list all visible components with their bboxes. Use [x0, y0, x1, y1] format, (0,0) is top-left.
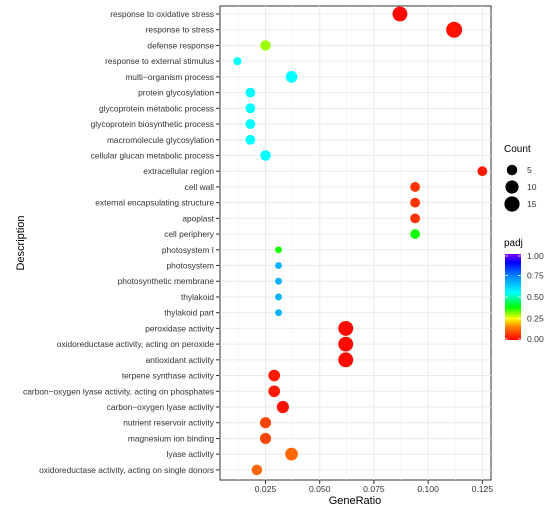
size-legend-label: 15 — [527, 199, 537, 209]
color-legend-bar — [505, 254, 521, 340]
data-point — [275, 246, 282, 254]
size-legend-dot — [505, 180, 519, 194]
size-legend: Count 5 10 15 — [504, 144, 537, 212]
y-tick-label: cell periphery — [164, 229, 215, 239]
data-point — [392, 6, 408, 22]
y-tick-label: oxidoreductase activity, acting on perox… — [57, 339, 215, 349]
data-point — [276, 400, 289, 414]
x-tick-label: 0.075 — [363, 484, 385, 494]
y-tick-label: carbon−oxygen lyase activity — [107, 402, 215, 412]
y-tick-label: terpene synthase activity — [122, 371, 215, 381]
y-tick-label: photosystem — [167, 261, 215, 271]
data-point — [245, 87, 256, 98]
y-tick-label: protein glycosylation — [138, 88, 214, 98]
data-point — [338, 352, 354, 368]
y-tick-label: response to stress — [146, 25, 214, 35]
data-point — [338, 320, 354, 336]
color-legend-title: padj — [504, 238, 523, 249]
data-point — [259, 432, 272, 444]
y-tick-label: photosynthetic membrane — [118, 276, 215, 286]
x-tick-label: 0.025 — [255, 484, 277, 494]
size-legend-title: Count — [504, 144, 531, 155]
data-point — [285, 447, 298, 461]
y-axis-ticks: response to oxidative stress response to … — [23, 9, 220, 475]
y-tick-label: response to oxidative stress — [110, 9, 214, 19]
data-point — [410, 229, 421, 239]
data-point — [338, 336, 354, 352]
x-tick-label: 0.100 — [417, 484, 439, 494]
y-tick-label: extracellular region — [143, 166, 214, 176]
data-point — [275, 293, 282, 301]
data-point — [275, 262, 282, 269]
data-point — [446, 21, 463, 38]
y-tick-label: external encapsulating structure — [95, 198, 214, 208]
grid-lines — [220, 6, 491, 480]
y-tick-label: glycoprotein biosynthetic process — [91, 119, 214, 129]
size-legend-label: 10 — [527, 182, 537, 192]
data-point — [410, 182, 421, 192]
y-tick-label: nutrient reservoir activity — [123, 418, 215, 428]
y-tick-label: oxidoreductase activity, acting on singl… — [39, 465, 214, 475]
y-tick-label: response to external stimulus — [105, 56, 214, 66]
y-tick-label: carbon−oxygen lyase activity, acting on … — [23, 386, 214, 396]
data-point — [251, 464, 263, 476]
y-tick-label: thylakoid — [181, 292, 214, 302]
color-legend: padj 1.00 0.75 0.50 0.25 0.00 — [504, 238, 544, 344]
color-legend-label: 0.75 — [527, 271, 544, 281]
data-point — [260, 40, 271, 51]
data-point — [245, 134, 256, 145]
size-legend-dot — [504, 196, 520, 212]
y-tick-label: apoplast — [182, 213, 214, 223]
data-point — [410, 197, 421, 208]
y-tick-label: defense response — [147, 40, 214, 50]
data-point — [275, 277, 282, 285]
y-tick-label: cell wall — [185, 182, 214, 192]
color-legend-label: 0.00 — [527, 334, 544, 344]
data-point — [245, 119, 256, 129]
color-legend-label: 0.50 — [527, 292, 544, 302]
y-tick-label: antioxidant activity — [146, 355, 215, 365]
y-axis-title: Description — [15, 215, 27, 270]
data-point — [477, 166, 488, 177]
size-legend-label: 5 — [527, 165, 532, 175]
y-tick-label: magnesium ion binding — [128, 433, 214, 443]
y-tick-label: macromolecule glycosylation — [107, 135, 214, 145]
y-tick-label: photosystem I — [162, 245, 214, 255]
color-legend-label: 1.00 — [527, 251, 544, 261]
data-point — [268, 385, 281, 398]
data-points — [233, 6, 488, 476]
data-point — [268, 369, 281, 382]
color-legend-label: 0.25 — [527, 314, 544, 324]
y-tick-label: cellular glucan metabolic process — [91, 150, 214, 160]
data-point — [245, 103, 256, 114]
data-point — [233, 57, 242, 66]
data-point — [259, 417, 272, 429]
size-legend-dot — [506, 164, 518, 176]
y-tick-label: glycoprotein metabolic process — [99, 103, 214, 113]
x-axis-title: GeneRatio — [329, 495, 382, 507]
x-tick-label: 0.050 — [309, 484, 331, 494]
data-point — [410, 213, 421, 224]
x-axis-ticks: 0.025 0.050 0.075 0.100 0.125 — [255, 480, 494, 494]
x-tick-label: 0.125 — [472, 484, 494, 494]
data-point — [275, 309, 282, 317]
y-tick-label: multi−organism process — [125, 72, 214, 82]
y-tick-label: thylakoid part — [164, 308, 214, 318]
data-point — [260, 150, 271, 161]
data-point — [285, 71, 298, 83]
y-tick-label: peroxidase activity — [145, 323, 215, 333]
y-tick-label: lyase activity — [167, 449, 215, 459]
